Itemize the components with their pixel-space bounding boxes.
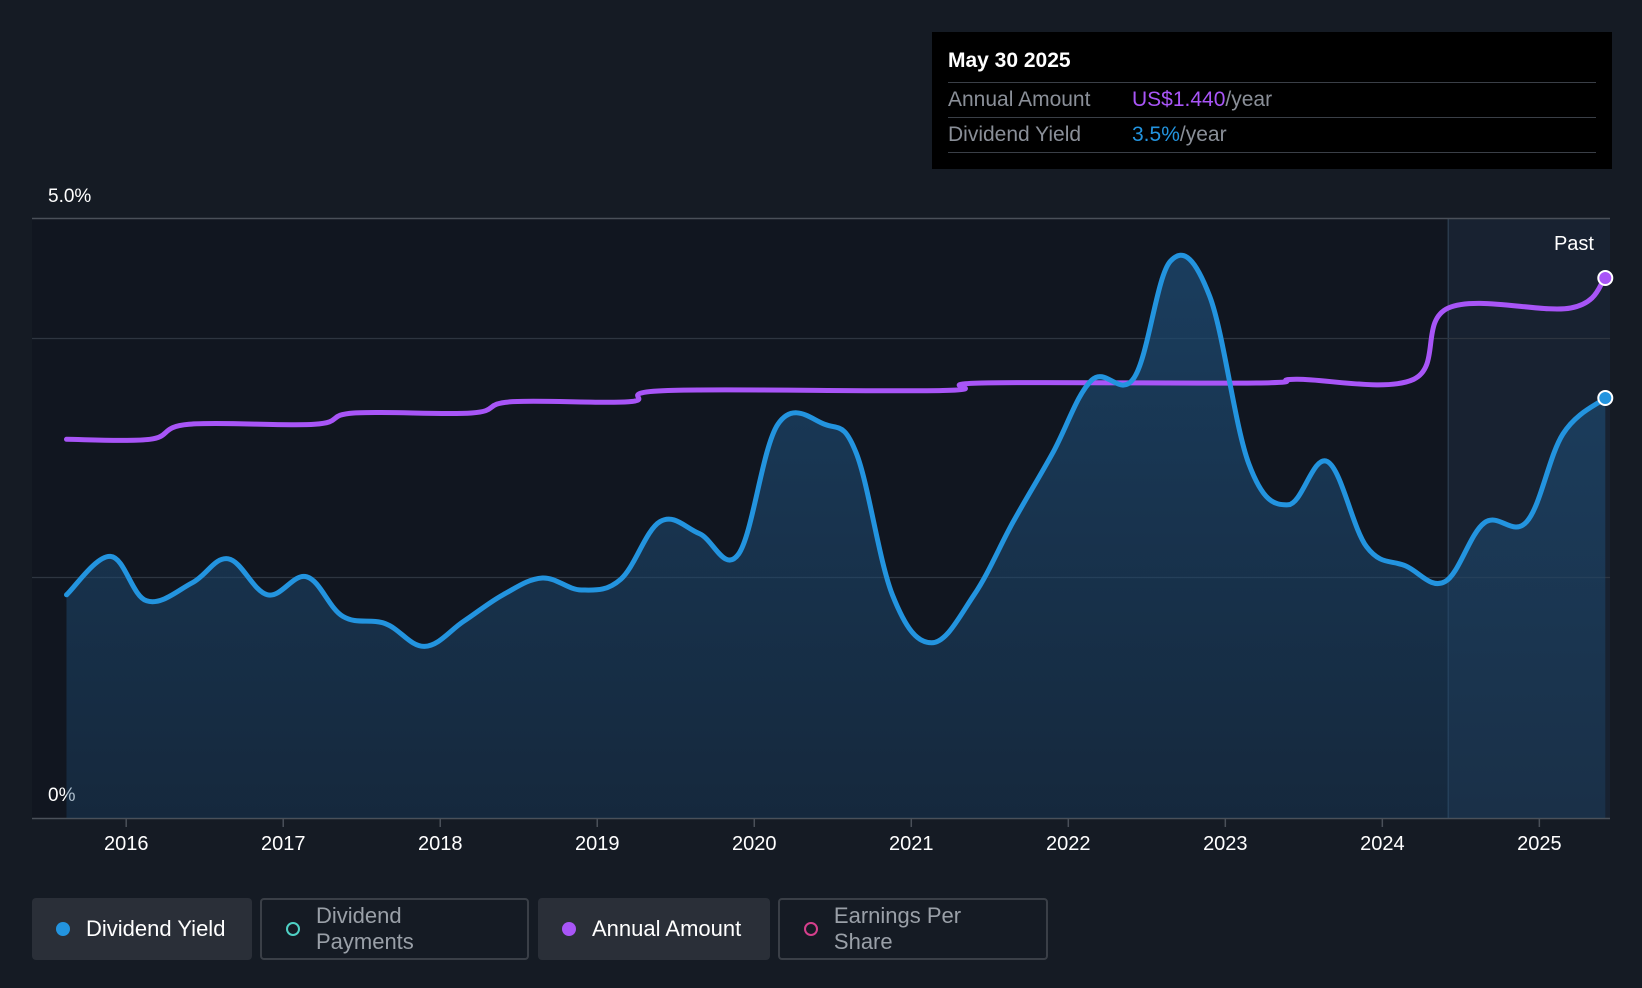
dividend-yield-endpoint xyxy=(1597,390,1614,406)
x-tick-label: 2019 xyxy=(575,833,620,855)
legend-label: Dividend Payments xyxy=(315,903,414,954)
dividend-yield-area xyxy=(66,255,1606,819)
x-tick-label: 2016 xyxy=(104,833,149,855)
x-tick-label: 2020 xyxy=(732,833,777,855)
tooltip-row-dividend-yield: Dividend Yield 3.5% /year xyxy=(948,117,1596,153)
x-tick-label: 2025 xyxy=(1517,833,1562,855)
x-tick-label: 2017 xyxy=(261,833,306,855)
annual-amount-line xyxy=(64,275,1608,443)
chart-tooltip: May 30 2025 Annual Amount US$1.440 /year… xyxy=(932,32,1612,169)
x-axis-ticks: 2016 2017 2018 2019 2020 2021 2022 2023 2024 2025 xyxy=(104,818,1562,855)
filled-dot-icon xyxy=(56,922,70,936)
y-axis-label-top: 5.0% xyxy=(48,186,91,207)
tooltip-date: May 30 2025 xyxy=(948,49,1071,72)
tooltip-unit: /year xyxy=(1179,123,1227,146)
tooltip-label: Dividend Yield xyxy=(948,123,1082,146)
tooltip-value: US$1.440 xyxy=(1132,88,1226,111)
x-tick-label: 2021 xyxy=(889,833,934,855)
tooltip-row-annual-amount: Annual Amount US$1.440 /year xyxy=(948,82,1596,117)
legend-label: Earnings Per Share xyxy=(833,903,962,954)
hollow-dot-icon xyxy=(804,922,818,936)
legend-annual-amount[interactable]: Annual Amount xyxy=(538,898,770,960)
legend-label: Annual Amount xyxy=(592,916,742,941)
past-label: Past xyxy=(1554,233,1594,255)
tooltip-label: Annual Amount xyxy=(948,88,1091,111)
x-tick-label: 2022 xyxy=(1046,833,1091,855)
x-tick-label: 2024 xyxy=(1360,833,1405,855)
legend-dividend-payments[interactable]: Dividend Payments xyxy=(260,898,529,960)
tooltip-value: 3.5% xyxy=(1132,123,1180,146)
annual-amount-endpoint xyxy=(1597,270,1614,286)
hollow-dot-icon xyxy=(286,922,300,936)
legend-dividend-yield[interactable]: Dividend Yield xyxy=(32,898,252,960)
dividend-yield-line xyxy=(64,252,1608,649)
x-tick-label: 2018 xyxy=(418,833,463,855)
x-tick-label: 2023 xyxy=(1203,833,1248,855)
legend-earnings-per-share[interactable]: Earnings Per Share xyxy=(778,898,1048,960)
legend-label: Dividend Yield xyxy=(86,916,226,941)
filled-dot-icon xyxy=(562,922,576,936)
tooltip-unit: /year xyxy=(1225,88,1273,111)
